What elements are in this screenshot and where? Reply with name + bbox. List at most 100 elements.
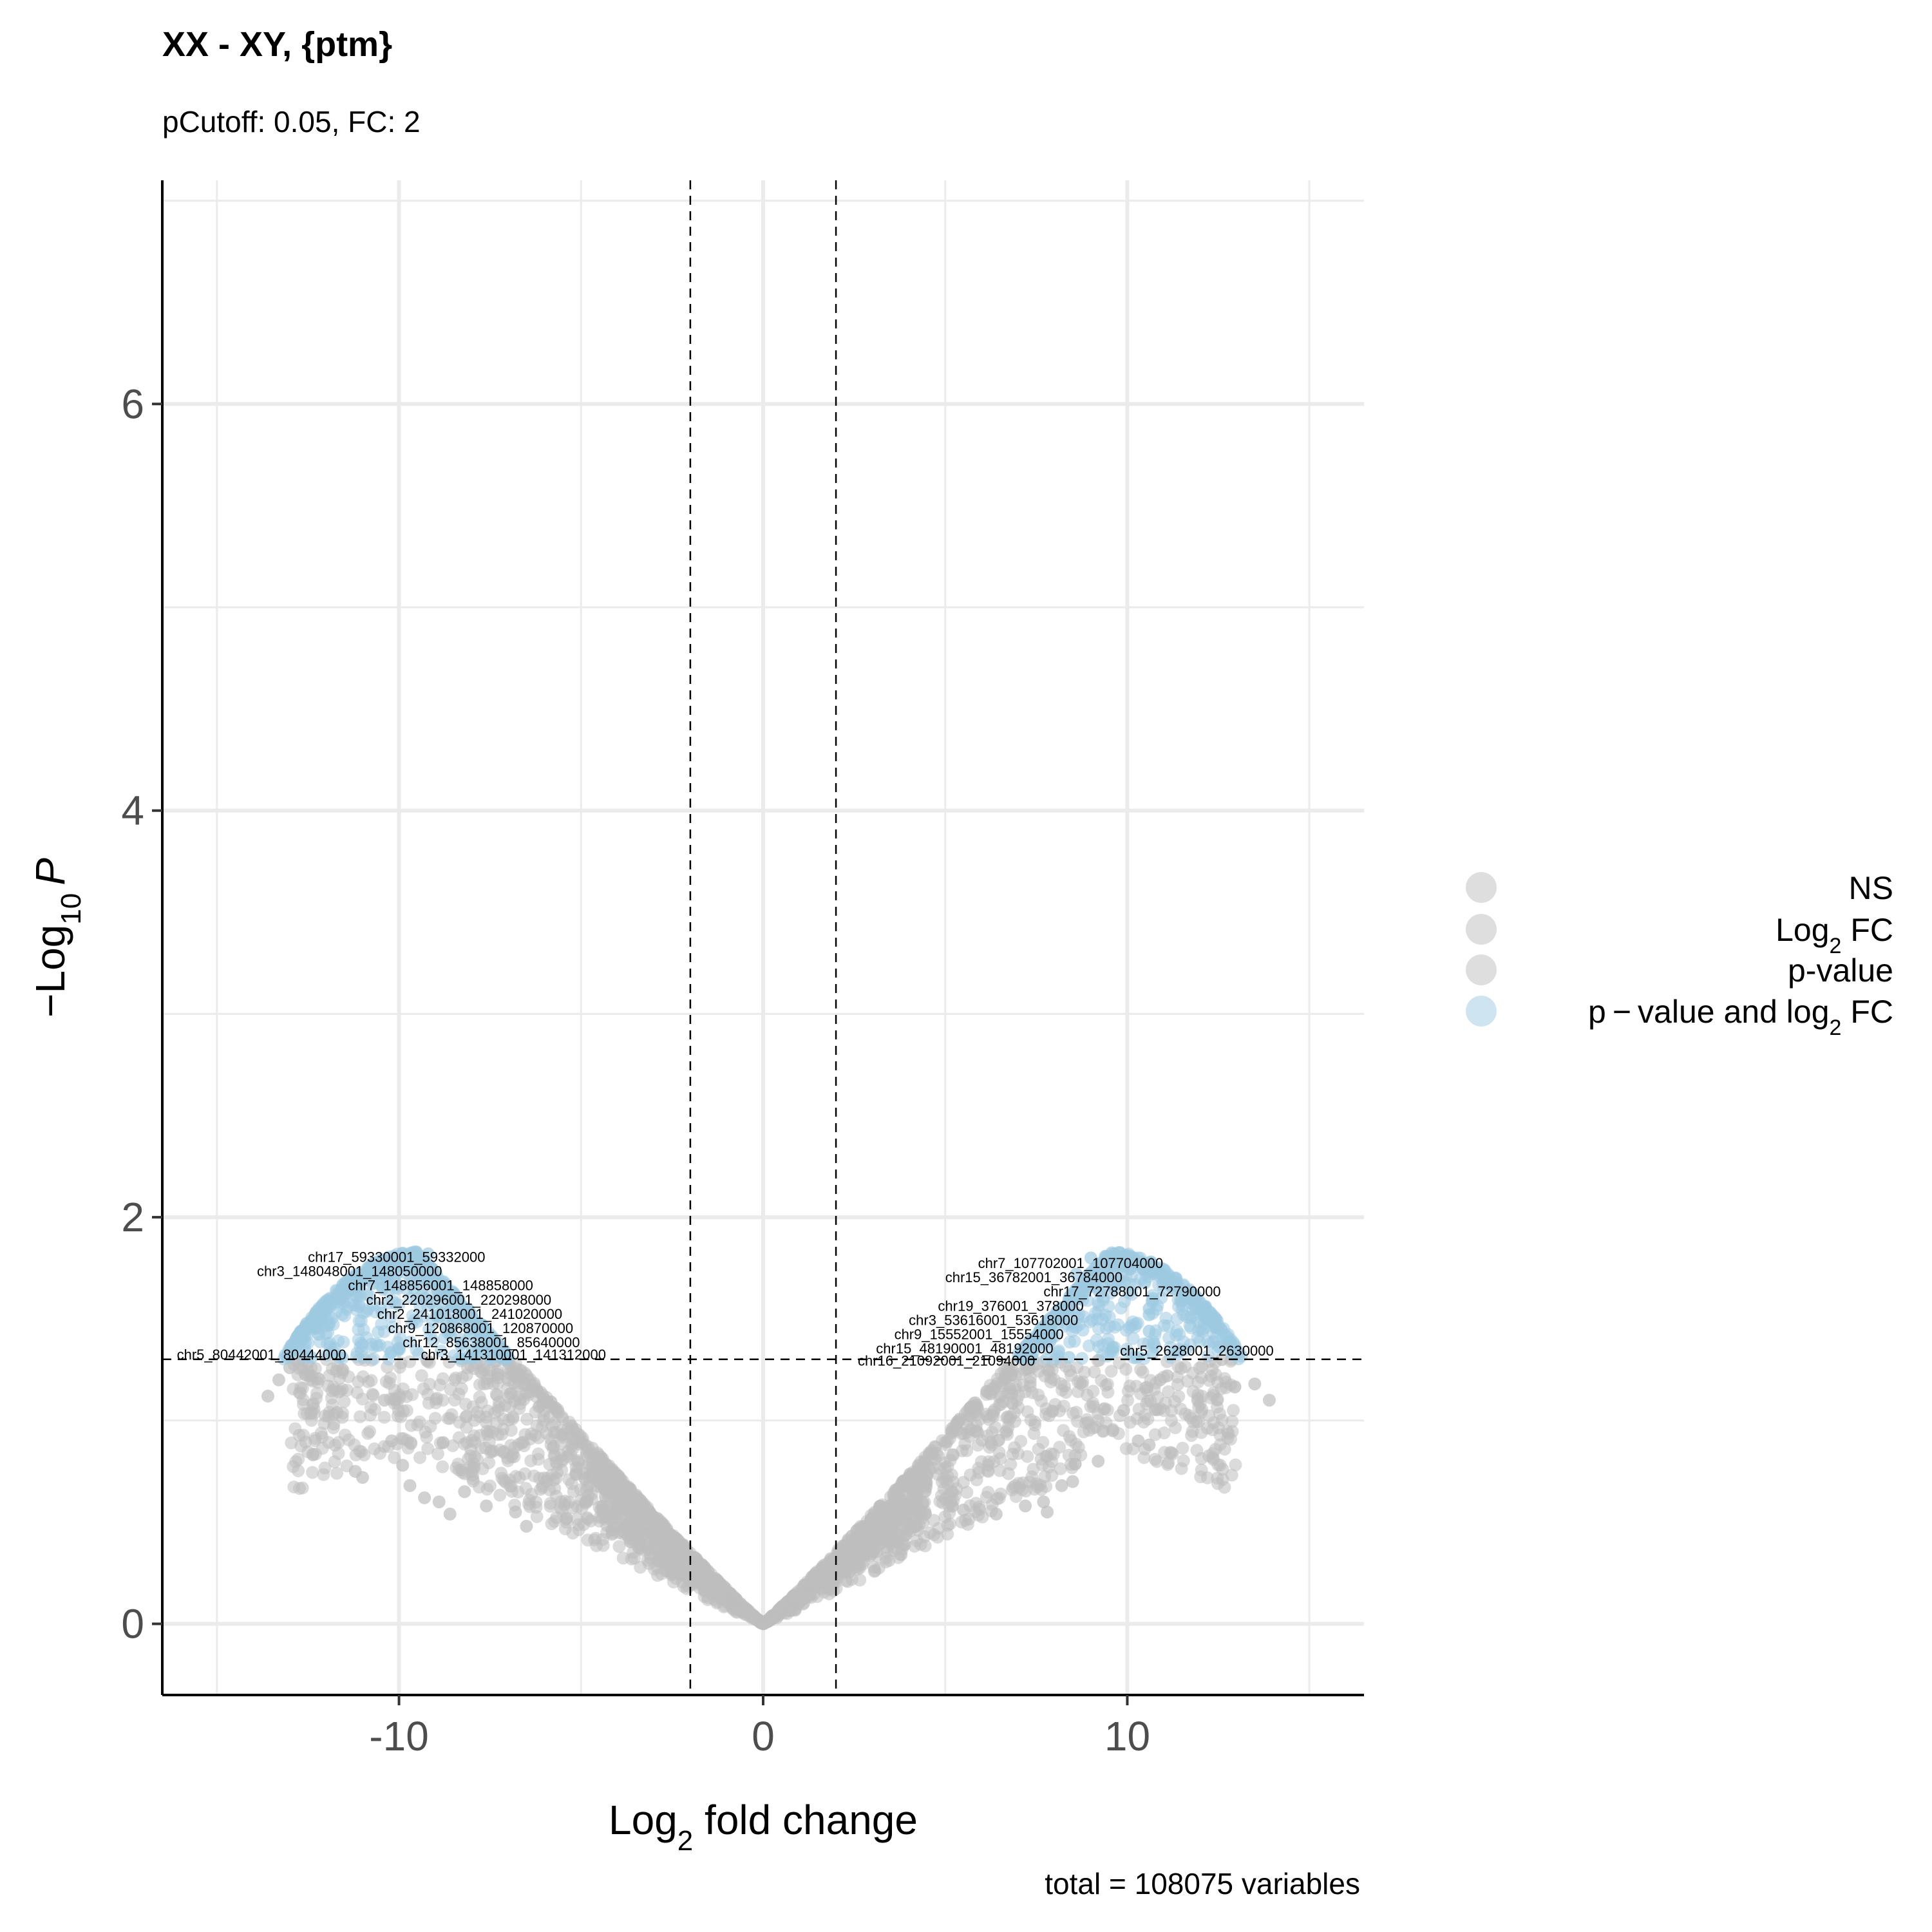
ns-point <box>658 1537 672 1550</box>
ns-point <box>1048 1373 1061 1387</box>
ns-point <box>519 1482 533 1495</box>
ns-point <box>872 1530 886 1544</box>
ns-point <box>337 1395 351 1408</box>
ns-point <box>397 1404 410 1417</box>
significant-point <box>360 1287 374 1301</box>
significant-point <box>403 1292 417 1305</box>
ns-point <box>512 1377 526 1390</box>
ns-point <box>529 1382 543 1396</box>
ns-point <box>564 1447 577 1461</box>
ns-point <box>1032 1443 1045 1456</box>
ns-point <box>1011 1447 1025 1461</box>
ns-point <box>600 1519 614 1532</box>
ns-point <box>573 1437 586 1451</box>
ns-point <box>377 1410 391 1424</box>
ns-point <box>1034 1452 1048 1466</box>
significant-point <box>354 1314 368 1328</box>
ns-point <box>585 1492 599 1506</box>
ns-point <box>1121 1385 1135 1398</box>
ns-point <box>1218 1481 1231 1494</box>
ns-point <box>860 1540 874 1553</box>
ns-point <box>1065 1368 1078 1382</box>
ns-point <box>356 1471 369 1484</box>
significant-point <box>1075 1352 1089 1365</box>
ns-point <box>890 1535 904 1549</box>
ns-point <box>418 1491 431 1504</box>
ns-point <box>827 1575 840 1589</box>
ns-point <box>970 1473 983 1486</box>
ns-point <box>1176 1441 1189 1455</box>
labeled-point <box>1142 1324 1156 1338</box>
significant-point <box>367 1352 381 1366</box>
ns-point <box>766 1609 779 1622</box>
ns-point <box>1029 1477 1043 1490</box>
ns-point <box>1119 1442 1133 1455</box>
ns-point <box>1248 1377 1262 1390</box>
ns-point <box>699 1579 712 1593</box>
significant-point <box>405 1317 419 1331</box>
y-tick-label: 0 <box>121 1601 144 1647</box>
ns-point <box>859 1529 873 1542</box>
ns-point <box>261 1389 274 1403</box>
ns-point <box>1226 1425 1239 1438</box>
ns-point <box>1062 1448 1075 1462</box>
ns-point <box>1117 1404 1130 1417</box>
ns-point <box>560 1511 573 1525</box>
ns-point <box>1104 1365 1118 1378</box>
ns-point <box>354 1410 367 1423</box>
ns-point <box>480 1499 493 1513</box>
ns-point <box>958 1437 972 1451</box>
ns-point <box>1138 1408 1151 1422</box>
ns-point <box>413 1451 427 1464</box>
ns-point <box>297 1397 310 1411</box>
ns-point <box>1171 1370 1184 1384</box>
ns-point <box>388 1451 401 1464</box>
ns-point <box>328 1455 341 1468</box>
significant-point <box>381 1340 394 1354</box>
ns-point <box>554 1424 568 1437</box>
ns-point <box>332 1385 346 1399</box>
ns-point <box>905 1482 919 1496</box>
ns-point <box>1144 1394 1157 1407</box>
significant-point <box>1095 1349 1109 1362</box>
ns-point <box>994 1390 1007 1403</box>
ns-point <box>551 1466 564 1479</box>
ns-point <box>421 1442 435 1455</box>
ns-point <box>641 1520 654 1533</box>
ns-point <box>543 1410 556 1424</box>
ns-point <box>909 1519 923 1533</box>
ns-point <box>594 1504 607 1517</box>
ns-point <box>537 1471 551 1484</box>
ns-point <box>643 1542 656 1556</box>
ns-point <box>384 1371 397 1385</box>
ns-point <box>299 1368 312 1382</box>
significant-point <box>314 1335 327 1349</box>
ns-point <box>616 1551 630 1565</box>
ns-point <box>996 1379 1010 1392</box>
ns-point <box>403 1355 417 1368</box>
ns-point <box>310 1392 323 1405</box>
ns-point <box>1000 1424 1014 1437</box>
ns-point <box>1075 1378 1089 1392</box>
ns-point <box>871 1513 885 1527</box>
significant-point <box>1095 1312 1109 1326</box>
ns-point <box>907 1539 921 1553</box>
point-label: chr16_21092001_21094000 <box>858 1353 1035 1369</box>
ns-point <box>1181 1374 1195 1388</box>
ns-point <box>517 1439 531 1452</box>
ns-point <box>1216 1463 1229 1476</box>
ns-point <box>867 1560 880 1574</box>
ns-point <box>990 1492 1004 1506</box>
ns-point <box>547 1439 560 1453</box>
ns-point <box>1119 1363 1133 1376</box>
ns-point <box>459 1397 473 1411</box>
ns-point <box>960 1486 974 1499</box>
ns-point <box>941 1469 954 1482</box>
ns-point <box>1179 1360 1192 1374</box>
ns-point <box>667 1529 680 1542</box>
ns-point <box>448 1394 461 1407</box>
ns-point <box>423 1378 437 1391</box>
ns-point <box>1153 1373 1167 1387</box>
ns-point <box>460 1421 473 1434</box>
point-label: chr5_2628001_2630000 <box>1120 1343 1274 1359</box>
